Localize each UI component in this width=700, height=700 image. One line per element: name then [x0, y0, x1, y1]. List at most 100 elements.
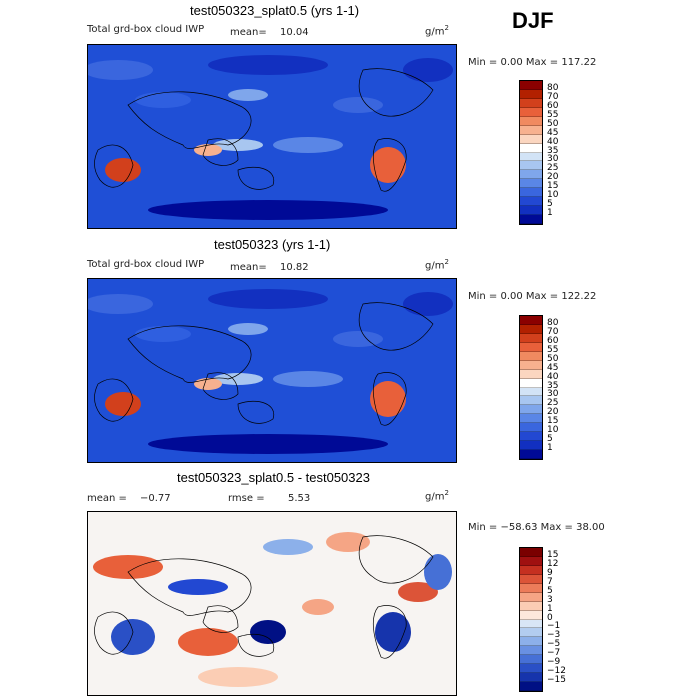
colorbar-tick-label: 40 — [547, 371, 559, 382]
coastline — [372, 138, 407, 192]
colorbar-tick-label: 25 — [547, 163, 559, 174]
field-blob — [105, 392, 141, 416]
panel1-minmax: Min = 0.00 Max = 117.22 — [468, 57, 597, 68]
colorbar-tick-label: 40 — [547, 136, 559, 147]
colorbar-swatch — [520, 89, 542, 99]
field-blob — [208, 55, 328, 75]
colorbar-tick-label: −5 — [547, 639, 561, 650]
field-blob — [326, 532, 370, 552]
panel2-map — [87, 278, 457, 463]
field-blob — [105, 158, 141, 182]
field-blob — [135, 326, 191, 342]
field-blob — [168, 579, 228, 595]
colorbar-tick-label: 5 — [547, 434, 553, 445]
panel2-mean-label: mean= — [230, 262, 267, 273]
colorbar-swatch — [520, 134, 542, 144]
colorbar-tick-label: 50 — [547, 118, 559, 129]
colorbar-swatch — [520, 351, 542, 361]
colorbar-tick-label: −7 — [547, 648, 561, 659]
colorbar-tick-label: 20 — [547, 172, 559, 183]
colorbar-tick-label: −3 — [547, 630, 561, 641]
panel2-units: g/m2 — [425, 258, 449, 272]
colorbar-tick-label: 1 — [547, 603, 553, 614]
colorbar-tick-label: −9 — [547, 657, 561, 668]
coastline — [127, 558, 252, 616]
coastline — [358, 535, 434, 584]
colorbar-swatch — [520, 342, 542, 352]
panel3-rmse-value: 5.53 — [288, 493, 311, 504]
colorbar-swatch — [520, 574, 542, 584]
field-blob — [135, 92, 191, 108]
colorbar-tick-label: 0 — [547, 612, 553, 623]
colorbar-tick-label: 3 — [547, 594, 553, 605]
colorbar-swatch — [520, 441, 542, 451]
field-blob — [208, 289, 328, 309]
colorbar-swatch — [520, 125, 542, 135]
colorbar-tick-label: 45 — [547, 127, 559, 138]
coastline — [127, 91, 252, 149]
field-blob — [250, 620, 286, 644]
coastline — [94, 378, 134, 422]
panel2-mean-value: 10.82 — [280, 262, 309, 273]
coastline — [202, 605, 239, 633]
colorbar-swatch — [520, 316, 542, 325]
coastline — [94, 144, 134, 188]
colorbar-tick-label: 45 — [547, 362, 559, 373]
colorbar-swatch — [520, 592, 542, 602]
colorbar-swatch — [520, 583, 542, 593]
colorbar-tick-label: 35 — [547, 380, 559, 391]
field-blob — [111, 619, 155, 655]
colorbar-swatch — [520, 206, 542, 216]
colorbar-swatch — [520, 188, 542, 198]
colorbar-tick-label: 10 — [547, 425, 559, 436]
colorbar-swatch — [520, 565, 542, 575]
field-blob — [375, 612, 411, 652]
coastline — [127, 325, 252, 383]
colorbar-tick-label: 60 — [547, 335, 559, 346]
colorbar-swatch — [520, 215, 542, 224]
colorbar-swatch — [520, 161, 542, 171]
colorbar-swatch — [520, 637, 542, 647]
season-label: DJF — [512, 8, 554, 33]
colorbar-swatch — [520, 619, 542, 629]
panel1-colorbar — [519, 80, 543, 225]
panel1-mean-label: mean= — [230, 27, 267, 38]
panel1-mean-value: 10.04 — [280, 27, 309, 38]
colorbar-tick-label: 15 — [547, 549, 559, 560]
colorbar-swatch — [520, 414, 542, 424]
panel1-units: g/m2 — [425, 24, 449, 38]
panel2-minmax: Min = 0.00 Max = 122.22 — [468, 291, 597, 302]
colorbar-swatch — [520, 360, 542, 370]
field-blob — [302, 599, 334, 615]
panel1-subtitle: Total grd-box cloud IWP — [87, 24, 205, 35]
colorbar-tick-label: 80 — [547, 82, 559, 93]
colorbar-tick-label: 55 — [547, 109, 559, 120]
panel3-colorbar — [519, 547, 543, 692]
colorbar-tick-label: 15 — [547, 181, 559, 192]
field-blob — [333, 331, 383, 347]
field-blob — [273, 137, 343, 153]
colorbar-swatch — [520, 682, 542, 691]
coastline — [372, 372, 407, 426]
colorbar-swatch — [520, 601, 542, 611]
colorbar-tick-label: 1 — [547, 208, 553, 219]
colorbar-swatch — [520, 664, 542, 674]
colorbar-swatch — [520, 646, 542, 656]
field-blob — [88, 294, 153, 314]
colorbar-swatch — [520, 179, 542, 189]
field-blob — [403, 58, 453, 82]
colorbar-swatch — [520, 143, 542, 153]
colorbar-swatch — [520, 387, 542, 397]
colorbar-tick-label: 30 — [547, 154, 559, 165]
field-blob — [213, 373, 263, 385]
colorbar-swatch — [520, 170, 542, 180]
colorbar-swatch — [520, 556, 542, 566]
colorbar-swatch — [520, 628, 542, 638]
colorbar-tick-label: −15 — [547, 675, 566, 686]
colorbar-swatch — [520, 423, 542, 433]
field-blob — [194, 144, 222, 156]
field-blob — [88, 60, 153, 80]
colorbar-swatch — [520, 548, 542, 557]
panel2-colorbar — [519, 315, 543, 460]
field-blob — [398, 582, 438, 602]
